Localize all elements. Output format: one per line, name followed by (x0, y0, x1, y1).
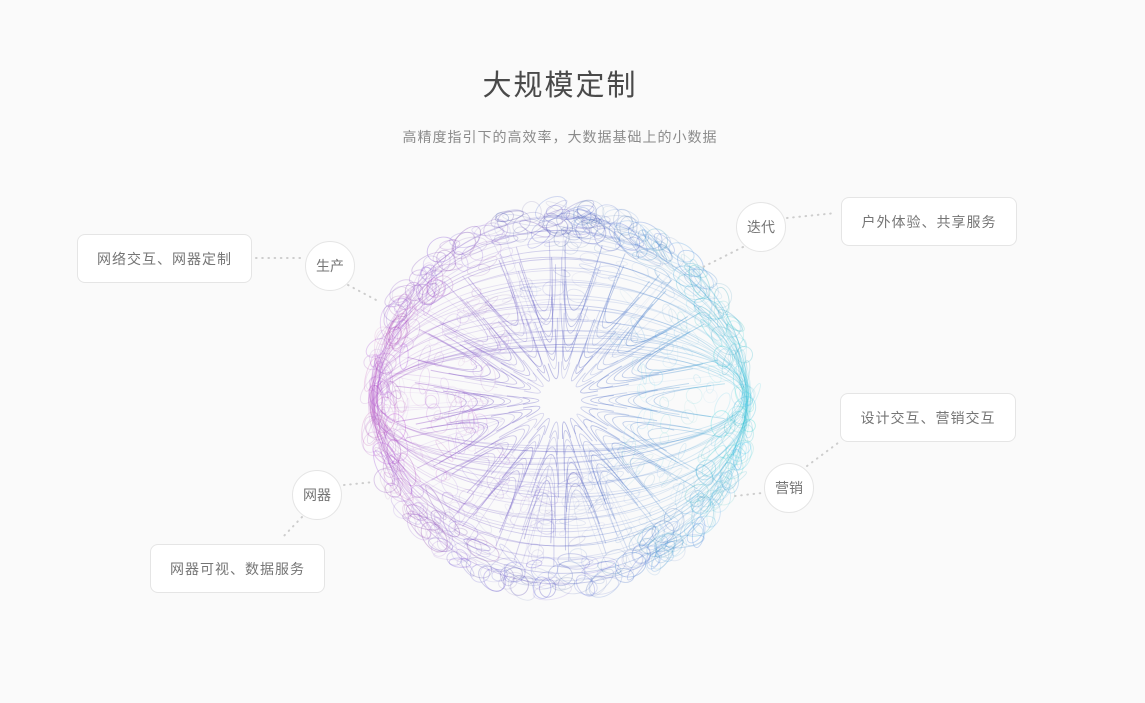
node-circle-appliance: 网器 (292, 470, 342, 520)
connector-marketing-box-line (806, 442, 839, 467)
node-circle-marketing: 营销 (764, 463, 814, 513)
node-circle-iteration: 迭代 (736, 202, 786, 252)
node-circle-production: 生产 (305, 241, 355, 291)
page-subtitle: 高精度指引下的高效率，大数据基础上的小数据 (402, 129, 718, 145)
label-box-marketing: 设计交互、营销交互 (840, 393, 1016, 442)
label-box-appliance: 网器可视、数据服务 (150, 544, 325, 593)
sphere-graphic (359, 196, 761, 601)
page-title: 大规模定制 (482, 70, 638, 102)
connector-iteration-box-line (786, 212, 837, 219)
connector-appliance-box-line (280, 516, 303, 540)
label-box-iteration: 户外体验、共享服务 (841, 197, 1017, 246)
section-header: 大规模定制 高精度指引下的高效率，大数据基础上的小数据 (0, 0, 1120, 147)
label-box-production: 网络交互、网器定制 (77, 234, 252, 283)
